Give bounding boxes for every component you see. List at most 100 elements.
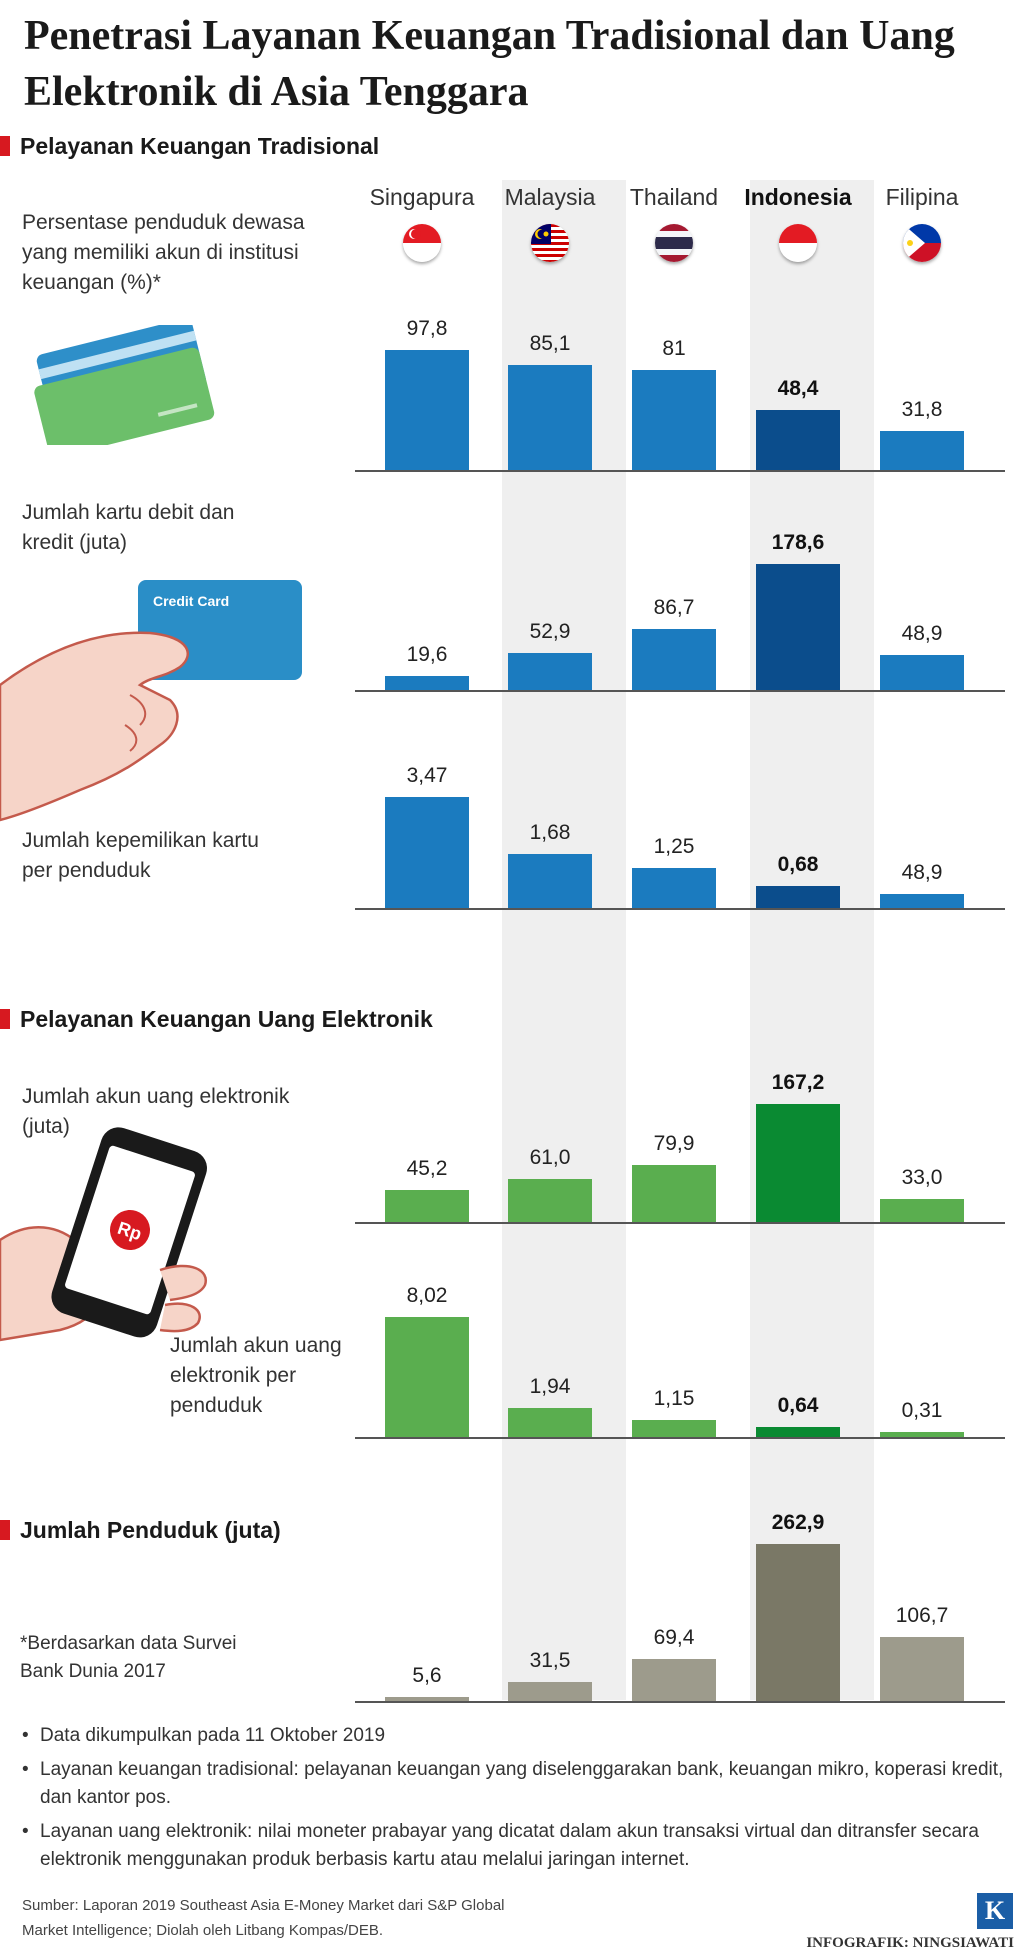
value-label-accounts-malaysia: 85,1 (529, 332, 571, 355)
value-label-emoney_per_capita-thailand: 1,15 (653, 1387, 695, 1410)
value-label-population-thailand: 69,4 (653, 1626, 695, 1649)
bar-cards_per_capita-singapura (385, 797, 469, 908)
value-label-cards_per_capita-thailand: 1,25 (653, 835, 695, 858)
singapore-flag-icon (403, 224, 441, 262)
chart-baseline (355, 908, 1005, 910)
notes-list: Data dikumpulkan pada 11 Oktober 2019 La… (22, 1722, 1012, 1880)
value-label-accounts-indonesia: 48,4 (777, 377, 819, 400)
chart-baseline (355, 1222, 1005, 1224)
value-label-population-filipina: 106,7 (895, 1604, 949, 1627)
value-label-accounts-thailand: 81 (662, 337, 686, 360)
bar-population-filipina (880, 1637, 964, 1701)
bar-cards_per_capita-thailand (632, 868, 716, 908)
value-label-accounts-singapura: 97,8 (406, 317, 448, 340)
country-label-malaysia: Malaysia (504, 184, 596, 210)
bar-cards_per_capita-filipina (880, 894, 964, 908)
value-label-accounts-filipina: 31,8 (901, 398, 943, 421)
bar-cards-thailand (632, 629, 716, 690)
bar-cards-filipina (880, 655, 964, 690)
bar-emoney_per_capita-filipina (880, 1432, 964, 1437)
note-item: Layanan keuangan tradisional: pelayanan … (22, 1756, 1012, 1812)
philippines-flag-icon (903, 224, 941, 262)
infographic-credit: INFOGRAFIK: NINGSIAWATI (806, 1935, 1014, 1951)
section-heading-traditional: Pelayanan Keuangan Tradisional (0, 131, 379, 161)
value-label-cards_per_capita-malaysia: 1,68 (529, 821, 571, 844)
country-label-indonesia: Indonesia (744, 184, 852, 210)
bar-cards_per_capita-indonesia (756, 886, 840, 908)
bar-cards-singapura (385, 676, 469, 690)
value-label-cards-indonesia: 178,6 (771, 531, 825, 554)
section-heading-text: Pelayanan Keuangan Tradisional (20, 132, 380, 159)
bar-emoney_accounts-malaysia (508, 1179, 592, 1222)
value-label-emoney_per_capita-filipina: 0,31 (901, 1399, 943, 1422)
country-label-singapura: Singapura (369, 184, 475, 210)
metric-label-cards-per-capita: Jumlah kepemilikan kartu per penduduk (22, 829, 259, 882)
bar-cards-malaysia (508, 653, 592, 690)
page-title: Penetrasi Layanan Keuangan Tradisional d… (24, 13, 955, 115)
metric-label-accounts: Persentase penduduk dewasa yang memiliki… (22, 211, 305, 294)
bar-accounts-singapura (385, 350, 469, 470)
metric-label-emoney-accounts: Jumlah akun uang elektronik (juta) (22, 1085, 290, 1138)
chart-baseline (355, 1701, 1005, 1703)
value-label-emoney_accounts-thailand: 79,9 (653, 1132, 695, 1155)
section-marker (0, 1520, 10, 1540)
country-label-filipina: Filipina (885, 184, 959, 210)
bar-accounts-filipina (880, 431, 964, 470)
bar-cards_per_capita-malaysia (508, 854, 592, 908)
value-label-emoney_accounts-singapura: 45,2 (406, 1157, 448, 1180)
section-heading-text: Jumlah Penduduk (juta) (20, 1516, 281, 1543)
metric-label-cards: Jumlah kartu debit dan kredit (juta) (22, 501, 235, 554)
bar-accounts-malaysia (508, 365, 592, 470)
value-label-cards_per_capita-indonesia: 0,68 (777, 853, 819, 876)
survey-footnote: *Berdasarkan data Survei Bank Dunia 2017 (20, 1633, 237, 1682)
value-label-cards-malaysia: 52,9 (529, 620, 571, 643)
credit-card-text: Credit Card (153, 593, 229, 609)
bar-cards-indonesia (756, 564, 840, 690)
value-label-population-malaysia: 31,5 (529, 1649, 571, 1672)
thailand-flag-icon (655, 224, 693, 262)
section-marker (0, 136, 10, 156)
chart-baseline (355, 690, 1005, 692)
bar-accounts-thailand (632, 370, 716, 470)
value-label-emoney_accounts-filipina: 33,0 (901, 1166, 943, 1189)
bar-population-malaysia (508, 1682, 592, 1701)
bar-emoney_per_capita-singapura (385, 1317, 469, 1437)
bar-emoney_per_capita-indonesia (756, 1427, 840, 1437)
value-label-cards-thailand: 86,7 (653, 596, 695, 619)
indonesia-flag-icon (779, 224, 817, 262)
value-label-population-indonesia: 262,9 (771, 1511, 825, 1534)
value-label-emoney_per_capita-malaysia: 1,94 (529, 1375, 571, 1398)
value-label-cards-filipina: 48,9 (901, 622, 943, 645)
country-label-thailand: Thailand (629, 184, 719, 210)
bank-cards-illustration (34, 325, 215, 445)
bar-population-thailand (632, 1659, 716, 1701)
kompas-logo-icon: K (977, 1893, 1013, 1929)
indonesia-column-shade (750, 180, 874, 1700)
note-item: Data dikumpulkan pada 11 Oktober 2019 (22, 1722, 1012, 1750)
section-heading-electronic: Pelayanan Keuangan Uang Elektronik (0, 1004, 433, 1034)
hand-credit-card-illustration: Credit Card (0, 580, 302, 822)
bar-accounts-indonesia (756, 410, 840, 470)
value-label-emoney_accounts-malaysia: 61,0 (529, 1146, 571, 1169)
bar-emoney_accounts-filipina (880, 1199, 964, 1222)
bar-emoney_per_capita-thailand (632, 1420, 716, 1437)
malaysia-flag-icon (531, 224, 569, 262)
bar-emoney_accounts-thailand (632, 1165, 716, 1222)
source-text: Sumber: Laporan 2019 Southeast Asia E-Mo… (22, 1897, 505, 1939)
bar-population-singapura (385, 1697, 469, 1701)
value-label-emoney_per_capita-indonesia: 0,64 (777, 1394, 819, 1417)
note-item: Layanan uang elektronik: nilai moneter p… (22, 1818, 1012, 1874)
section-heading-population: Jumlah Penduduk (juta) (0, 1515, 281, 1545)
value-label-emoney_accounts-indonesia: 167,2 (771, 1071, 825, 1094)
bar-emoney_per_capita-malaysia (508, 1408, 592, 1437)
value-label-population-singapura: 5,6 (412, 1664, 442, 1687)
bar-emoney_accounts-indonesia (756, 1104, 840, 1222)
section-marker (0, 1009, 10, 1029)
hand-phone-illustration: Rp (0, 1127, 207, 1342)
value-label-cards_per_capita-filipina: 48,9 (901, 861, 943, 884)
metric-label-emoney-per-capita: Jumlah akun uang elektronik per penduduk (170, 1334, 342, 1417)
value-label-cards_per_capita-singapura: 3,47 (406, 764, 448, 787)
value-label-cards-singapura: 19,6 (406, 643, 448, 666)
bar-population-indonesia (756, 1544, 840, 1701)
section-heading-text: Pelayanan Keuangan Uang Elektronik (20, 1005, 433, 1032)
